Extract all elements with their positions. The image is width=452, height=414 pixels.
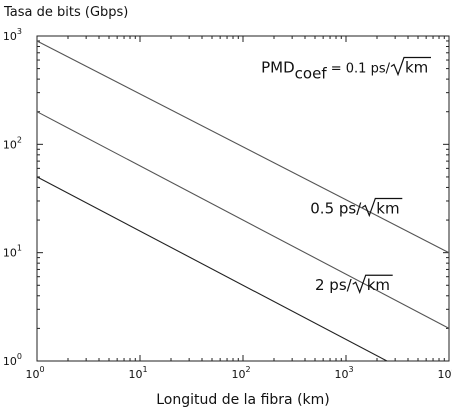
x-tick-exponent: 2	[245, 365, 250, 374]
annotation-text: 0.5 ps/	[310, 199, 362, 217]
x-tick-label: 100	[25, 365, 44, 381]
series-line-0	[36, 40, 450, 254]
x-tick-label: 102	[231, 365, 250, 381]
series-lines	[36, 40, 450, 362]
annotation-unit: km	[367, 276, 390, 294]
sqrt-icon	[352, 274, 393, 294]
annotation-text: PMDcoef = 0.1 ps/	[261, 59, 390, 83]
x-tick-label: 103	[334, 365, 353, 381]
annotation-1: 0.5 ps/km	[310, 197, 403, 218]
annotation-unit: km	[376, 199, 399, 217]
y-tick-exponent: 1	[17, 244, 22, 253]
y-tick-exponent: 0	[17, 352, 22, 361]
annotation-0: PMDcoef = 0.1 ps/km	[261, 56, 431, 83]
annotation-value: 0.5 ps/	[310, 199, 362, 217]
annotation-text: 2 ps/	[315, 276, 353, 294]
annotations: PMDcoef = 0.1 ps/km0.5 ps/km2 ps/km	[261, 56, 431, 294]
annotation-unit: km	[405, 59, 428, 77]
y-tick-label: 103	[3, 27, 22, 43]
x-tick-label: 104	[437, 365, 452, 381]
x-tick-exponent: 1	[142, 365, 147, 374]
y-tick-label: 102	[3, 135, 22, 151]
series-line-1	[36, 111, 450, 329]
y-axis-label: Tasa de bits (Gbps)	[3, 5, 128, 20]
sqrt-icon	[361, 197, 403, 218]
annotation-value: 2 ps/	[315, 276, 353, 294]
sqrt-icon	[390, 56, 431, 77]
annotation-subscript: coef	[295, 65, 328, 83]
x-tick-exponent: 3	[348, 365, 353, 374]
x-tick-label: 101	[128, 365, 147, 381]
y-tick-label: 100	[3, 352, 22, 368]
series-line-2	[36, 176, 388, 362]
y-tick-label: 101	[3, 244, 22, 260]
annotation-value: = 0.1 ps/	[327, 62, 391, 77]
annotation-prefix: PMD	[261, 59, 295, 77]
y-tick-exponent: 3	[17, 27, 22, 36]
annotation-2: 2 ps/km	[315, 274, 393, 294]
x-tick-exponent: 0	[39, 365, 44, 374]
x-axis-label: Longitud de la fibra (km)	[156, 392, 330, 408]
y-tick-exponent: 2	[17, 135, 22, 144]
